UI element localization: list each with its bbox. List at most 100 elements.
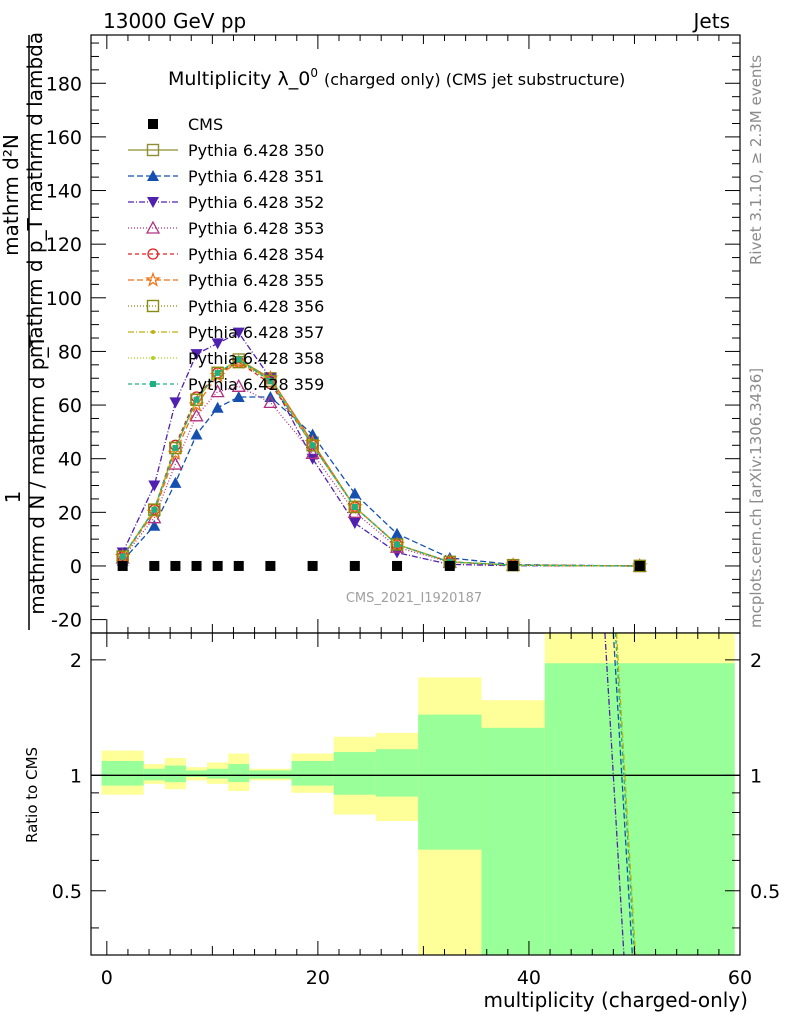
- legend-cms-marker: [148, 119, 158, 129]
- ratio-band-green-10: [418, 714, 482, 850]
- series-point-2: [148, 480, 161, 492]
- legend-label-0: Pythia 6.428 350: [188, 141, 324, 160]
- ylabel-numerator: mathrm d²N: [0, 134, 23, 256]
- analysis-watermark: CMS_2021_I1920187: [346, 591, 482, 606]
- main-ytick-label: 40: [58, 449, 82, 471]
- series-point-9: [119, 553, 126, 560]
- legend-marker-0: [146, 143, 160, 157]
- header-jets: Jets: [692, 9, 730, 33]
- legend-marker-1: [147, 170, 159, 181]
- series-point-6: [348, 500, 362, 514]
- series-point-9: [214, 369, 221, 376]
- legend-marker-9: [150, 381, 156, 387]
- series-point-9: [193, 396, 200, 403]
- series-point-3: [263, 395, 278, 409]
- series-point-3: [305, 445, 320, 459]
- ratio-xtick-label: 0: [101, 967, 113, 989]
- legend-label-9: Pythia 6.428 359: [188, 375, 324, 394]
- series-line-1: [122, 396, 640, 567]
- ratio-band-green-3: [185, 770, 208, 777]
- legend-marker-6: [146, 299, 160, 313]
- legend-marker-8: [151, 356, 155, 360]
- cms-point: [149, 560, 160, 571]
- series-point-1: [169, 476, 182, 488]
- series-point-9: [394, 541, 401, 548]
- series-point-2: [169, 397, 182, 409]
- legend-label-7: Pythia 6.428 357: [188, 323, 324, 342]
- rivet-version: Rivet 3.1.10, ≥ 2.3M events: [747, 55, 765, 265]
- series-point-2: [348, 518, 361, 530]
- series-point-5: [230, 353, 247, 369]
- series-point-2: [211, 338, 224, 350]
- cms-point: [392, 560, 403, 571]
- cms-point: [307, 560, 318, 571]
- legend-cms-label: CMS: [188, 115, 223, 134]
- main-ytick-label: -20: [51, 610, 82, 632]
- series-line-3: [122, 385, 640, 567]
- cms-point: [634, 560, 645, 571]
- ylabel-prefix-num: 1: [1, 491, 25, 504]
- ratio-band-green-8: [333, 752, 376, 795]
- legend-label-6: Pythia 6.428 356: [188, 297, 324, 316]
- legend-label-5: Pythia 6.428 355: [188, 271, 324, 290]
- main-axes: -20 0 20 40 60 80 100 120 140 160 180: [46, 34, 741, 634]
- ratio-xtick-label: 40: [517, 967, 541, 989]
- series-point-6: [211, 366, 224, 380]
- legend: CMS Pythia 6.428 350 Pythia 6.428 351 Pythi…: [128, 115, 324, 394]
- ratio-xtick-label: 20: [306, 967, 330, 989]
- main-ytick-label: 160: [46, 127, 82, 149]
- series-point-6: [264, 374, 277, 388]
- ratio-band-green-12: [544, 663, 735, 955]
- ratio-band-green-11: [481, 727, 545, 955]
- ratio-xtick-label: 60: [728, 967, 752, 989]
- series-point-6: [169, 441, 182, 455]
- series-point-1: [391, 527, 404, 539]
- main-ytick-label: 100: [46, 288, 82, 310]
- ratio-band-green-1: [143, 768, 165, 781]
- legend-label-4: Pythia 6.428 354: [188, 245, 324, 264]
- main-ytick-label: 0: [70, 556, 82, 578]
- series-point-3: [231, 378, 246, 392]
- ratio-ytick-label-right: 1: [750, 765, 762, 787]
- cms-point: [265, 560, 276, 571]
- series-point-3: [210, 384, 225, 398]
- series-point-5: [188, 396, 205, 412]
- cms-point: [117, 560, 128, 571]
- main-ytick-label: 140: [46, 181, 82, 203]
- series-point-1: [306, 428, 319, 440]
- ratio-band-green-2: [164, 765, 186, 783]
- series-point-9: [309, 442, 316, 449]
- cms-point: [444, 560, 455, 571]
- legend-marker-2: [147, 197, 159, 208]
- series-point-5: [167, 444, 184, 461]
- ratio-band-green-5: [228, 764, 250, 783]
- ratio-ytick-label-right: 2: [750, 650, 762, 672]
- ratio-band-green-9: [375, 749, 419, 797]
- main-ytick-label: 20: [58, 502, 82, 524]
- header-energy: 13000 GeV pp: [103, 9, 246, 33]
- ratio-ytick-label: 1: [70, 765, 82, 787]
- cms-point: [212, 560, 223, 571]
- ratio-band-green-6: [249, 770, 292, 779]
- series-point-9: [235, 356, 242, 363]
- legend-marker-3: [145, 220, 161, 234]
- ratio-ytick-label-right: 0.5: [750, 881, 780, 903]
- cms-data-layer: [117, 560, 645, 571]
- ratio-mc-line-3: [615, 632, 637, 956]
- series-point-1: [348, 487, 361, 499]
- main-ylabel: 1 mathrm d N / mathrm d p_T mathrm d²N m…: [0, 32, 49, 630]
- main-ytick-label: 120: [46, 234, 82, 256]
- main-ytick-label: 60: [58, 395, 82, 417]
- main-ytick-label: 180: [46, 73, 82, 95]
- series-point-9: [351, 503, 358, 510]
- ratio-frame: [90, 632, 741, 956]
- ratio-band-green-4: [207, 768, 229, 779]
- series-point-6: [306, 439, 319, 452]
- ratio-ylabel: Ratio to CMS: [23, 747, 41, 843]
- series-point-1: [211, 401, 224, 413]
- cms-point: [233, 560, 244, 571]
- ratio-ytick-label: 2: [70, 650, 82, 672]
- ylabel-denominator: mathrm d p_T mathrm d lambda: [23, 32, 47, 358]
- series-point-1: [190, 428, 203, 440]
